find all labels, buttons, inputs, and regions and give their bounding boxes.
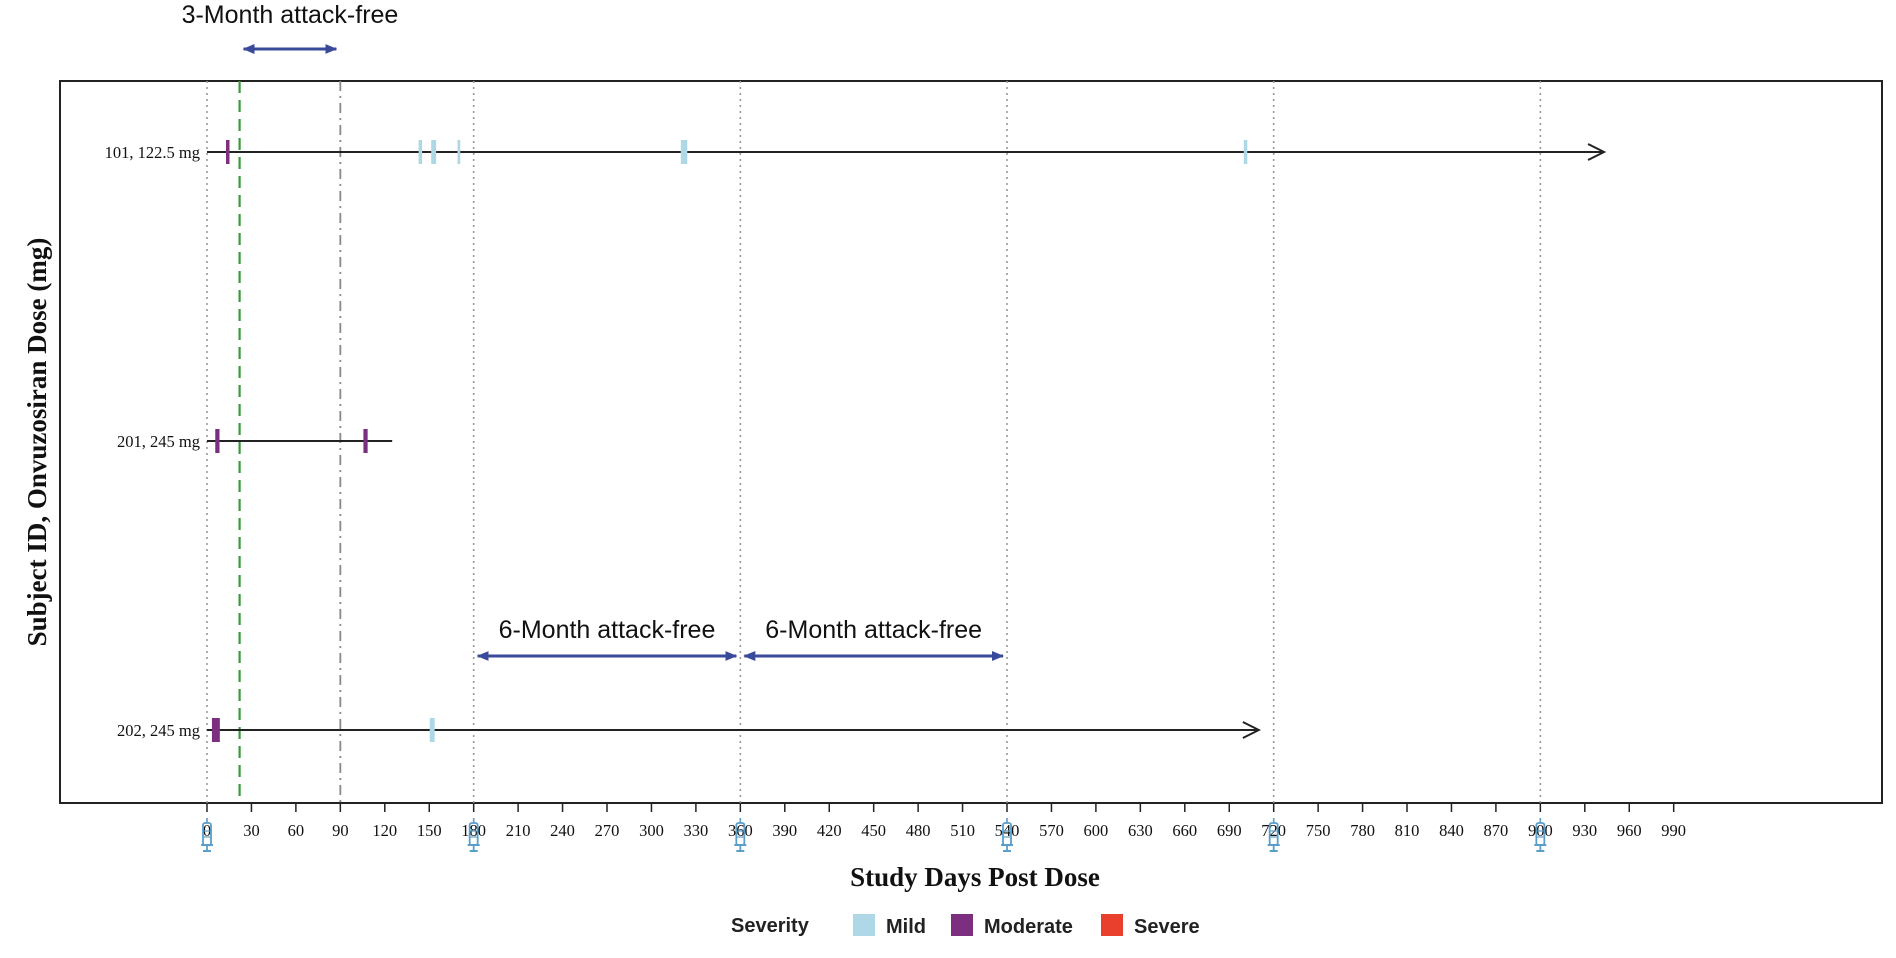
legend-swatch	[1101, 914, 1123, 936]
y-axis-label: Subject ID, Onvuzosiran Dose (mg)	[22, 238, 52, 647]
attack-free-annotations: 3-Month attack-free 6-Month attack-free 6-…	[182, 1, 1005, 661]
syringe-icon	[1001, 818, 1014, 852]
plot-frame	[59, 80, 1883, 804]
attack-mark	[457, 140, 461, 164]
legend: Severity Mild Moderate Severe	[731, 914, 1200, 938]
x-tick-label: 840	[1439, 821, 1464, 840]
attack-mark	[418, 140, 423, 164]
attack-mark	[680, 140, 688, 164]
x-tick-label: 750	[1306, 821, 1331, 840]
subject-lanes: 101, 122.5 mg 201, 245 mg 202, 245 mg	[105, 140, 1604, 742]
x-tick-label: 660	[1172, 821, 1197, 840]
x-tick-label: 90	[332, 821, 349, 840]
x-tick-label: 600	[1084, 821, 1109, 840]
x-tick-label: 630	[1128, 821, 1153, 840]
attack-mark	[431, 140, 437, 164]
x-tick-label: 270	[595, 821, 620, 840]
syringe-icon	[201, 818, 213, 852]
x-tick-label: 390	[772, 821, 797, 840]
x-tick-label: 960	[1617, 821, 1642, 840]
x-tick-label: 240	[550, 821, 575, 840]
attack-mark	[211, 718, 220, 742]
legend-swatch	[951, 914, 973, 936]
subject-label: 201, 245 mg	[117, 432, 200, 451]
x-tick-label: 510	[950, 821, 975, 840]
x-axis: 0306090120150180210240270300330360390420…	[203, 803, 1686, 840]
syringe-icon	[467, 818, 480, 852]
subject-label: 101, 122.5 mg	[105, 143, 200, 162]
attack-mark	[363, 429, 368, 453]
x-tick-label: 60	[288, 821, 305, 840]
legend-swatch	[853, 914, 875, 936]
x-tick-label: 450	[861, 821, 886, 840]
annotation-label: 6-Month attack-free	[765, 616, 982, 644]
x-tick-label: 150	[417, 821, 442, 840]
syringe-icon	[1267, 818, 1280, 852]
syringe-icon	[1534, 818, 1547, 852]
x-tick-label: 30	[243, 821, 260, 840]
x-tick-label: 810	[1395, 821, 1420, 840]
annotation-label: 6-Month attack-free	[499, 616, 716, 644]
x-tick-label: 930	[1572, 821, 1597, 840]
x-tick-label: 120	[372, 821, 397, 840]
x-tick-label: 420	[817, 821, 842, 840]
legend-label: Severe	[1134, 916, 1200, 938]
reference-lines	[206, 81, 1542, 803]
legend-label: Moderate	[984, 916, 1073, 938]
dose-markers	[201, 818, 1547, 852]
x-tick-label: 300	[639, 821, 664, 840]
x-axis-label: Study Days Post Dose	[850, 862, 1100, 892]
attack-mark	[429, 718, 435, 742]
x-tick-label: 570	[1039, 821, 1064, 840]
attack-mark	[1243, 140, 1248, 164]
x-tick-label: 990	[1661, 821, 1686, 840]
legend-title: Severity	[731, 915, 810, 937]
legend-label: Mild	[886, 916, 926, 938]
annotation-label: 3-Month attack-free	[182, 1, 399, 29]
x-tick-label: 480	[906, 821, 931, 840]
attack-mark	[226, 140, 230, 164]
subject-label: 202, 245 mg	[117, 721, 200, 740]
x-tick-label: 690	[1217, 821, 1242, 840]
x-tick-label: 210	[506, 821, 531, 840]
syringe-icon	[734, 818, 747, 852]
x-tick-label: 780	[1350, 821, 1375, 840]
x-tick-label: 870	[1484, 821, 1509, 840]
attack-mark	[215, 429, 220, 453]
x-tick-label: 330	[684, 821, 709, 840]
